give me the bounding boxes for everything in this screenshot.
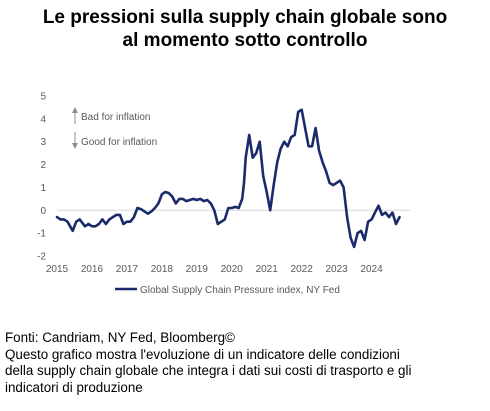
y-tick-label: 5: [40, 92, 46, 103]
y-tick-label: 2: [40, 160, 46, 171]
bad-for-inflation-annotation: Bad for inflation: [72, 107, 151, 124]
description-line-3: indicatori di produzione: [5, 379, 143, 395]
footer: Fonti: Candriam, NY Fed, Bloomberg© Ques…: [5, 330, 487, 396]
x-tick-label: 2022: [291, 264, 314, 275]
description-line-2: della supply chain globale che integra i…: [5, 363, 412, 378]
x-tick-label: 2021: [256, 264, 279, 275]
x-axis-ticks: 2015 2016 2017 2018 2019 2020 2021 2022 2023 2024: [46, 264, 383, 275]
legend: Global Supply Chain Pressure index, NY F…: [115, 285, 340, 296]
y-tick-label: -1: [37, 229, 46, 240]
good-for-inflation-label: Good for inflation: [81, 137, 157, 148]
chart-title-line-2: al momento sotto controllo: [122, 30, 368, 51]
x-tick-label: 2018: [151, 264, 174, 275]
y-tick-label: 4: [40, 114, 46, 125]
chart-title: Le pressioni sulla supply chain globale …: [0, 6, 490, 52]
x-tick-label: 2024: [360, 264, 383, 275]
y-tick-label: -2: [37, 252, 46, 263]
x-tick-label: 2016: [81, 264, 104, 275]
y-tick-label: 0: [40, 206, 46, 217]
legend-label: Global Supply Chain Pressure index, NY F…: [140, 285, 340, 296]
y-tick-label: 3: [40, 137, 46, 148]
bad-for-inflation-label: Bad for inflation: [81, 112, 151, 123]
y-tick-label: 1: [40, 183, 46, 194]
x-tick-label: 2017: [116, 264, 139, 275]
inflation-annotations: Bad for inflation Good for inflation: [72, 107, 157, 149]
up-arrow-head-icon: [72, 107, 78, 113]
down-arrow-head-icon: [72, 143, 78, 149]
chart-title-line-1: Le pressioni sulla supply chain globale …: [42, 7, 448, 28]
good-for-inflation-annotation: Good for inflation: [72, 132, 157, 149]
x-tick-label: 2019: [186, 264, 209, 275]
y-axis-ticks: 5 4 3 2 1 0 -1 -2: [37, 92, 46, 263]
x-tick-label: 2023: [325, 264, 348, 275]
x-tick-label: 2015: [46, 264, 69, 275]
x-tick-label: 2020: [221, 264, 244, 275]
series-line-gscpi: [55, 108, 401, 249]
description-line-1: Questo grafico mostra l'evoluzione di un…: [5, 346, 400, 362]
source-note: Fonti: Candriam, NY Fed, Bloomberg©: [5, 330, 235, 345]
